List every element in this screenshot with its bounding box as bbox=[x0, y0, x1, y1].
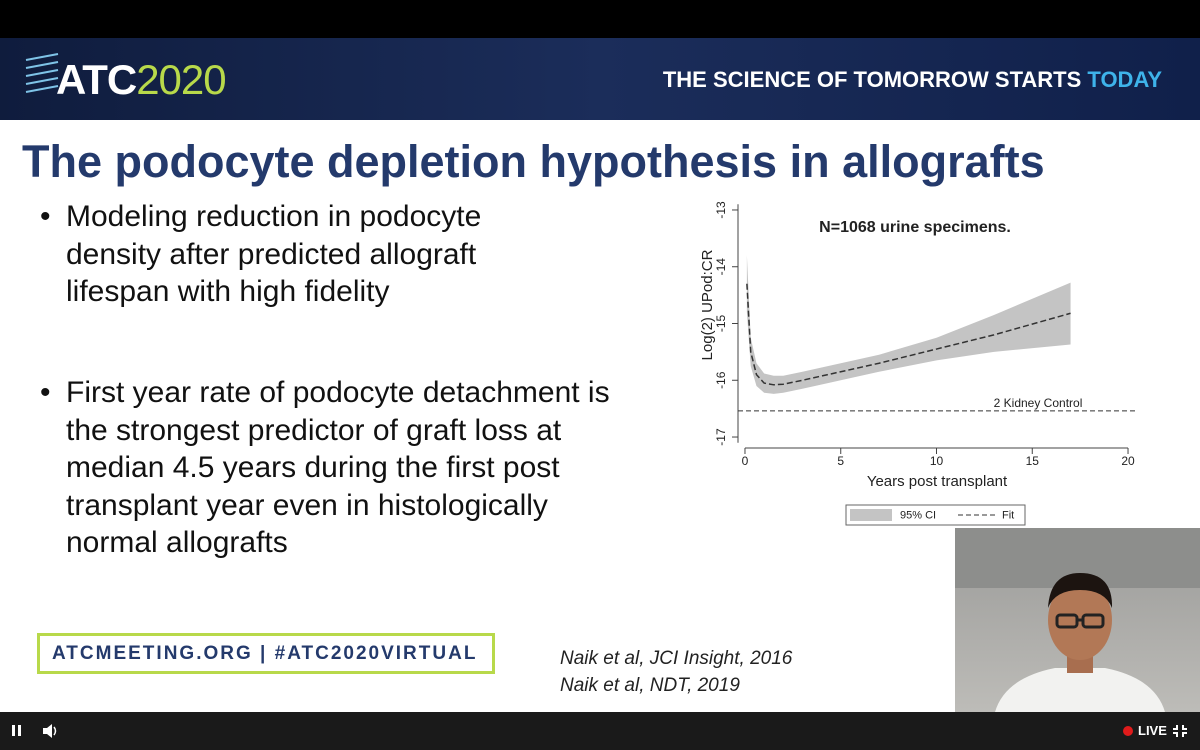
x-tick-label: 20 bbox=[1121, 454, 1135, 468]
logo-year: 2020 bbox=[136, 56, 226, 103]
logo: ATC2020 bbox=[56, 56, 227, 104]
chart: -17 -16 -15 -14 -13 0 5 10 15 20 Log(2) UPod:CR Yea… bbox=[699, 201, 1138, 526]
tagline: THE SCIENCE OF TOMORROW STARTS TODAY bbox=[663, 67, 1162, 93]
control-icons bbox=[12, 724, 57, 738]
slide-title: The podocyte depletion hypothesis in all… bbox=[22, 136, 1045, 187]
x-axis-label: Years post transplant bbox=[867, 473, 1008, 490]
citation: Naik et al, NDT, 2019 bbox=[560, 675, 740, 696]
y-tick-label: -13 bbox=[714, 201, 728, 219]
x-tick-label: 5 bbox=[837, 454, 844, 468]
bullet: First year rate of podocyte detachment i… bbox=[40, 374, 636, 562]
pause-button[interactable] bbox=[12, 725, 15, 736]
presenter bbox=[955, 528, 1200, 712]
tagline-text: THE SCIENCE OF TOMORROW STARTS bbox=[662, 67, 1082, 92]
chart-title: N=1068 urine specimens. bbox=[819, 219, 1011, 236]
y-axis-label: Log(2) UPod:CR bbox=[699, 249, 716, 360]
bullet: Modeling reduction in podocyte density a… bbox=[40, 198, 580, 311]
letterbox bbox=[0, 0, 1200, 38]
x-tick-label: 15 bbox=[1026, 454, 1040, 468]
reference-label: 2 Kidney Control bbox=[994, 396, 1083, 410]
legend-label: Fit bbox=[1002, 509, 1014, 521]
live-dot bbox=[1123, 726, 1133, 736]
tagline-highlight: TODAY bbox=[1087, 67, 1162, 92]
volume-button[interactable] bbox=[43, 724, 52, 738]
footer-link: ATCMEETING.ORG | #ATC2020VIRTUAL bbox=[37, 633, 495, 674]
webcam bbox=[955, 528, 1200, 712]
fullscreen-button[interactable] bbox=[1172, 724, 1188, 738]
logo-mark bbox=[25, 53, 59, 93]
fit-line bbox=[746, 283, 1071, 386]
legend-swatch bbox=[850, 509, 892, 521]
slide: The podocyte depletion hypothesis in all… bbox=[0, 120, 1200, 712]
y-tick-label: -17 bbox=[714, 428, 728, 446]
y-tick-label: -14 bbox=[714, 258, 728, 276]
player-controls: LIVE bbox=[0, 712, 1200, 750]
banner: ATC2020 THE SCIENCE OF TOMORROW STARTS T… bbox=[0, 38, 1200, 120]
confidence-band bbox=[746, 255, 1071, 394]
y-tick-label: -16 bbox=[714, 371, 728, 389]
citation: Naik et al, JCI Insight, 2016 bbox=[560, 648, 793, 669]
pause-button[interactable] bbox=[18, 725, 21, 736]
x-tick-label: 0 bbox=[742, 454, 749, 468]
x-tick-label: 10 bbox=[930, 454, 944, 468]
logo-prefix: ATC bbox=[56, 56, 137, 103]
y-tick-label: -15 bbox=[714, 315, 728, 333]
legend-label: 95% CI bbox=[900, 509, 936, 521]
live-indicator: LIVE bbox=[1138, 723, 1167, 738]
